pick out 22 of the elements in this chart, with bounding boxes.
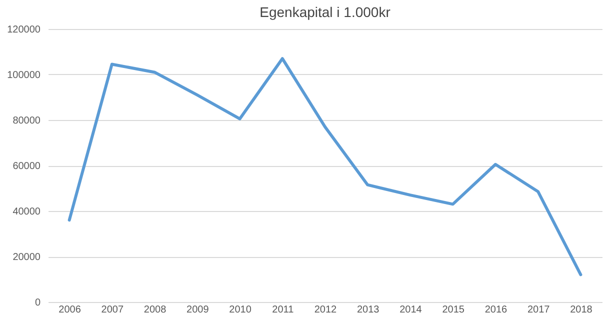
x-tick-label: 2007 (101, 304, 124, 316)
y-tick-label: 120000 (7, 24, 41, 36)
x-tick-label: 2012 (314, 304, 338, 316)
line-series (68, 57, 582, 276)
x-tick-label: 2011 (272, 304, 294, 316)
y-tick-label: 100000 (7, 70, 41, 81)
x-tick-label: 2018 (570, 304, 593, 316)
x-tick-label: 2010 (229, 304, 252, 316)
x-tick-label: 2006 (58, 304, 82, 316)
x-tick-label: 2016 (484, 304, 508, 316)
x-tick-label: 2017 (527, 304, 550, 316)
x-tick-label: 2009 (186, 304, 210, 316)
y-tick-label: 0 (34, 298, 41, 308)
x-tick-label: 2008 (144, 304, 167, 316)
chart-title: Egenkapital i 1.000kr (260, 4, 391, 20)
y-tick-label: 20000 (12, 252, 41, 263)
x-tick-label: 2014 (400, 304, 422, 316)
x-tick-label: 2015 (442, 304, 465, 316)
x-tick-label: 2013 (356, 304, 380, 316)
y-tick-label: 40000 (12, 206, 41, 218)
y-tick-label: 80000 (12, 116, 41, 126)
y-tick-label: 60000 (12, 161, 41, 172)
